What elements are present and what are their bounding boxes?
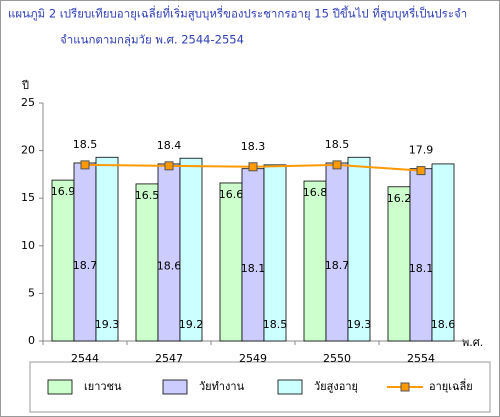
line-marker (80, 160, 90, 170)
x-tick-label: 2554 (407, 352, 435, 365)
bar (51, 179, 75, 342)
bar (241, 168, 265, 342)
legend-swatch (162, 379, 188, 395)
value-label: 19.2 (179, 318, 204, 331)
legend-label: วัยสูงอายุ (314, 380, 358, 393)
bar (179, 157, 203, 342)
value-label: 18.7 (73, 259, 98, 272)
legend-label: อายุเฉลี่ย (429, 378, 473, 393)
bar (347, 156, 371, 342)
value-label: 19.3 (95, 318, 120, 331)
value-label: 17.9 (409, 144, 434, 157)
value-label: 18.6 (431, 318, 456, 331)
bar (263, 164, 287, 342)
bar (325, 162, 349, 342)
value-label: 18.5 (73, 138, 98, 151)
bar (303, 180, 327, 342)
line-marker (416, 166, 426, 176)
bar (157, 163, 181, 342)
value-label: 18.6 (157, 259, 182, 272)
value-label: 18.3 (241, 140, 266, 153)
bar (95, 156, 119, 342)
bar (387, 186, 411, 342)
value-label: 16.2 (387, 192, 412, 205)
bar (431, 163, 455, 342)
line-marker (332, 160, 342, 170)
y-tick-label: 10 (21, 239, 35, 252)
y-tick-label: 5 (28, 286, 35, 299)
x-tick-label: 2544 (71, 352, 99, 365)
x-tick-label: 2550 (323, 352, 351, 365)
legend-swatch (47, 379, 73, 395)
x-tick-label: 2547 (155, 352, 183, 365)
bar (409, 168, 433, 342)
bar (219, 182, 243, 342)
value-label: 18.1 (409, 262, 434, 275)
value-label: 19.3 (347, 318, 372, 331)
y-axis-label: ปี (21, 79, 29, 92)
bar (135, 183, 159, 342)
y-tick-label: 20 (21, 144, 35, 157)
x-tick-label: 2549 (239, 352, 267, 365)
chart-title: แผนภูมิ 2 เปรียบเทียบอายุเฉลี่ยที่เริ่มส… (8, 6, 467, 21)
legend-marker (400, 382, 410, 392)
value-label: 16.5 (135, 189, 160, 202)
x-axis-label: พ.ศ. (462, 336, 483, 349)
bar (73, 162, 97, 342)
value-label: 16.8 (303, 186, 328, 199)
y-tick-label: 25 (21, 96, 35, 109)
value-label: 16.6 (219, 188, 244, 201)
legend-label: วัยทำงาน (199, 380, 245, 393)
chart-subtitle: จำแนกตามกลุ่มวัย พ.ศ. 2544-2554 (60, 33, 244, 47)
legend-label: เยาวชน (84, 380, 122, 393)
line-marker (164, 161, 174, 171)
legend-swatch (277, 379, 303, 395)
value-label: 18.5 (263, 318, 288, 331)
value-label: 18.5 (325, 138, 350, 151)
line-marker (248, 162, 258, 172)
value-label: 18.1 (241, 262, 266, 275)
value-label: 18.4 (157, 139, 182, 152)
y-tick-label: 15 (21, 191, 35, 204)
value-label: 18.7 (325, 259, 350, 272)
value-label: 16.9 (51, 185, 76, 198)
y-tick-label: 0 (28, 334, 35, 347)
